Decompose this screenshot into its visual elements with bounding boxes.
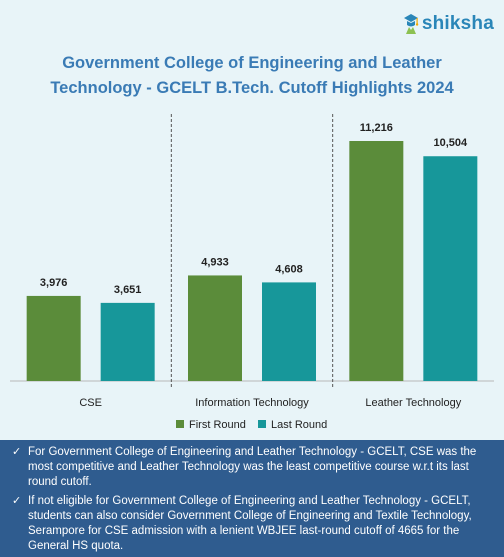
data-label: 4,608 xyxy=(275,263,303,275)
bar-last-round xyxy=(100,302,155,381)
brand-name: shiksha xyxy=(421,13,494,34)
check-icon: ✓ xyxy=(12,446,22,458)
note-text: For Government College of Engineering an… xyxy=(28,446,477,488)
notes-panel: ✓ For Government College of Engineering … xyxy=(0,440,504,557)
bar-last-round xyxy=(423,156,478,381)
legend-swatch xyxy=(176,420,184,428)
bar-first-round xyxy=(26,295,81,381)
shiksha-logo: shiksha xyxy=(402,12,494,36)
bar-first-round xyxy=(188,275,242,381)
category-label: CSE xyxy=(79,397,102,409)
legend-swatch xyxy=(258,420,266,428)
data-label: 11,216 xyxy=(360,122,393,134)
legend-label: Last Round xyxy=(271,419,327,431)
bar-last-round xyxy=(262,282,316,381)
note-text: If not eligible for Government College o… xyxy=(28,495,472,552)
bar-first-round xyxy=(349,141,404,381)
category-label: Leather Technology xyxy=(365,397,461,409)
data-label: 4,933 xyxy=(201,256,229,268)
note-item: ✓ For Government College of Engineering … xyxy=(12,445,494,490)
bar-chart: 3,976 3,651 CSE 4,933 4,608 Information Techn… xyxy=(10,114,494,431)
category-label: Information Technology xyxy=(195,397,309,409)
legend-label: First Round xyxy=(189,419,246,431)
data-label: 3,651 xyxy=(114,284,142,296)
graduate-icon xyxy=(403,14,419,34)
data-label: 3,976 xyxy=(40,277,68,289)
note-item: ✓ If not eligible for Government College… xyxy=(12,494,494,554)
chart-title: Government College of Engineering and Le… xyxy=(50,54,454,97)
check-icon: ✓ xyxy=(12,495,22,507)
data-label: 10,504 xyxy=(434,137,469,149)
